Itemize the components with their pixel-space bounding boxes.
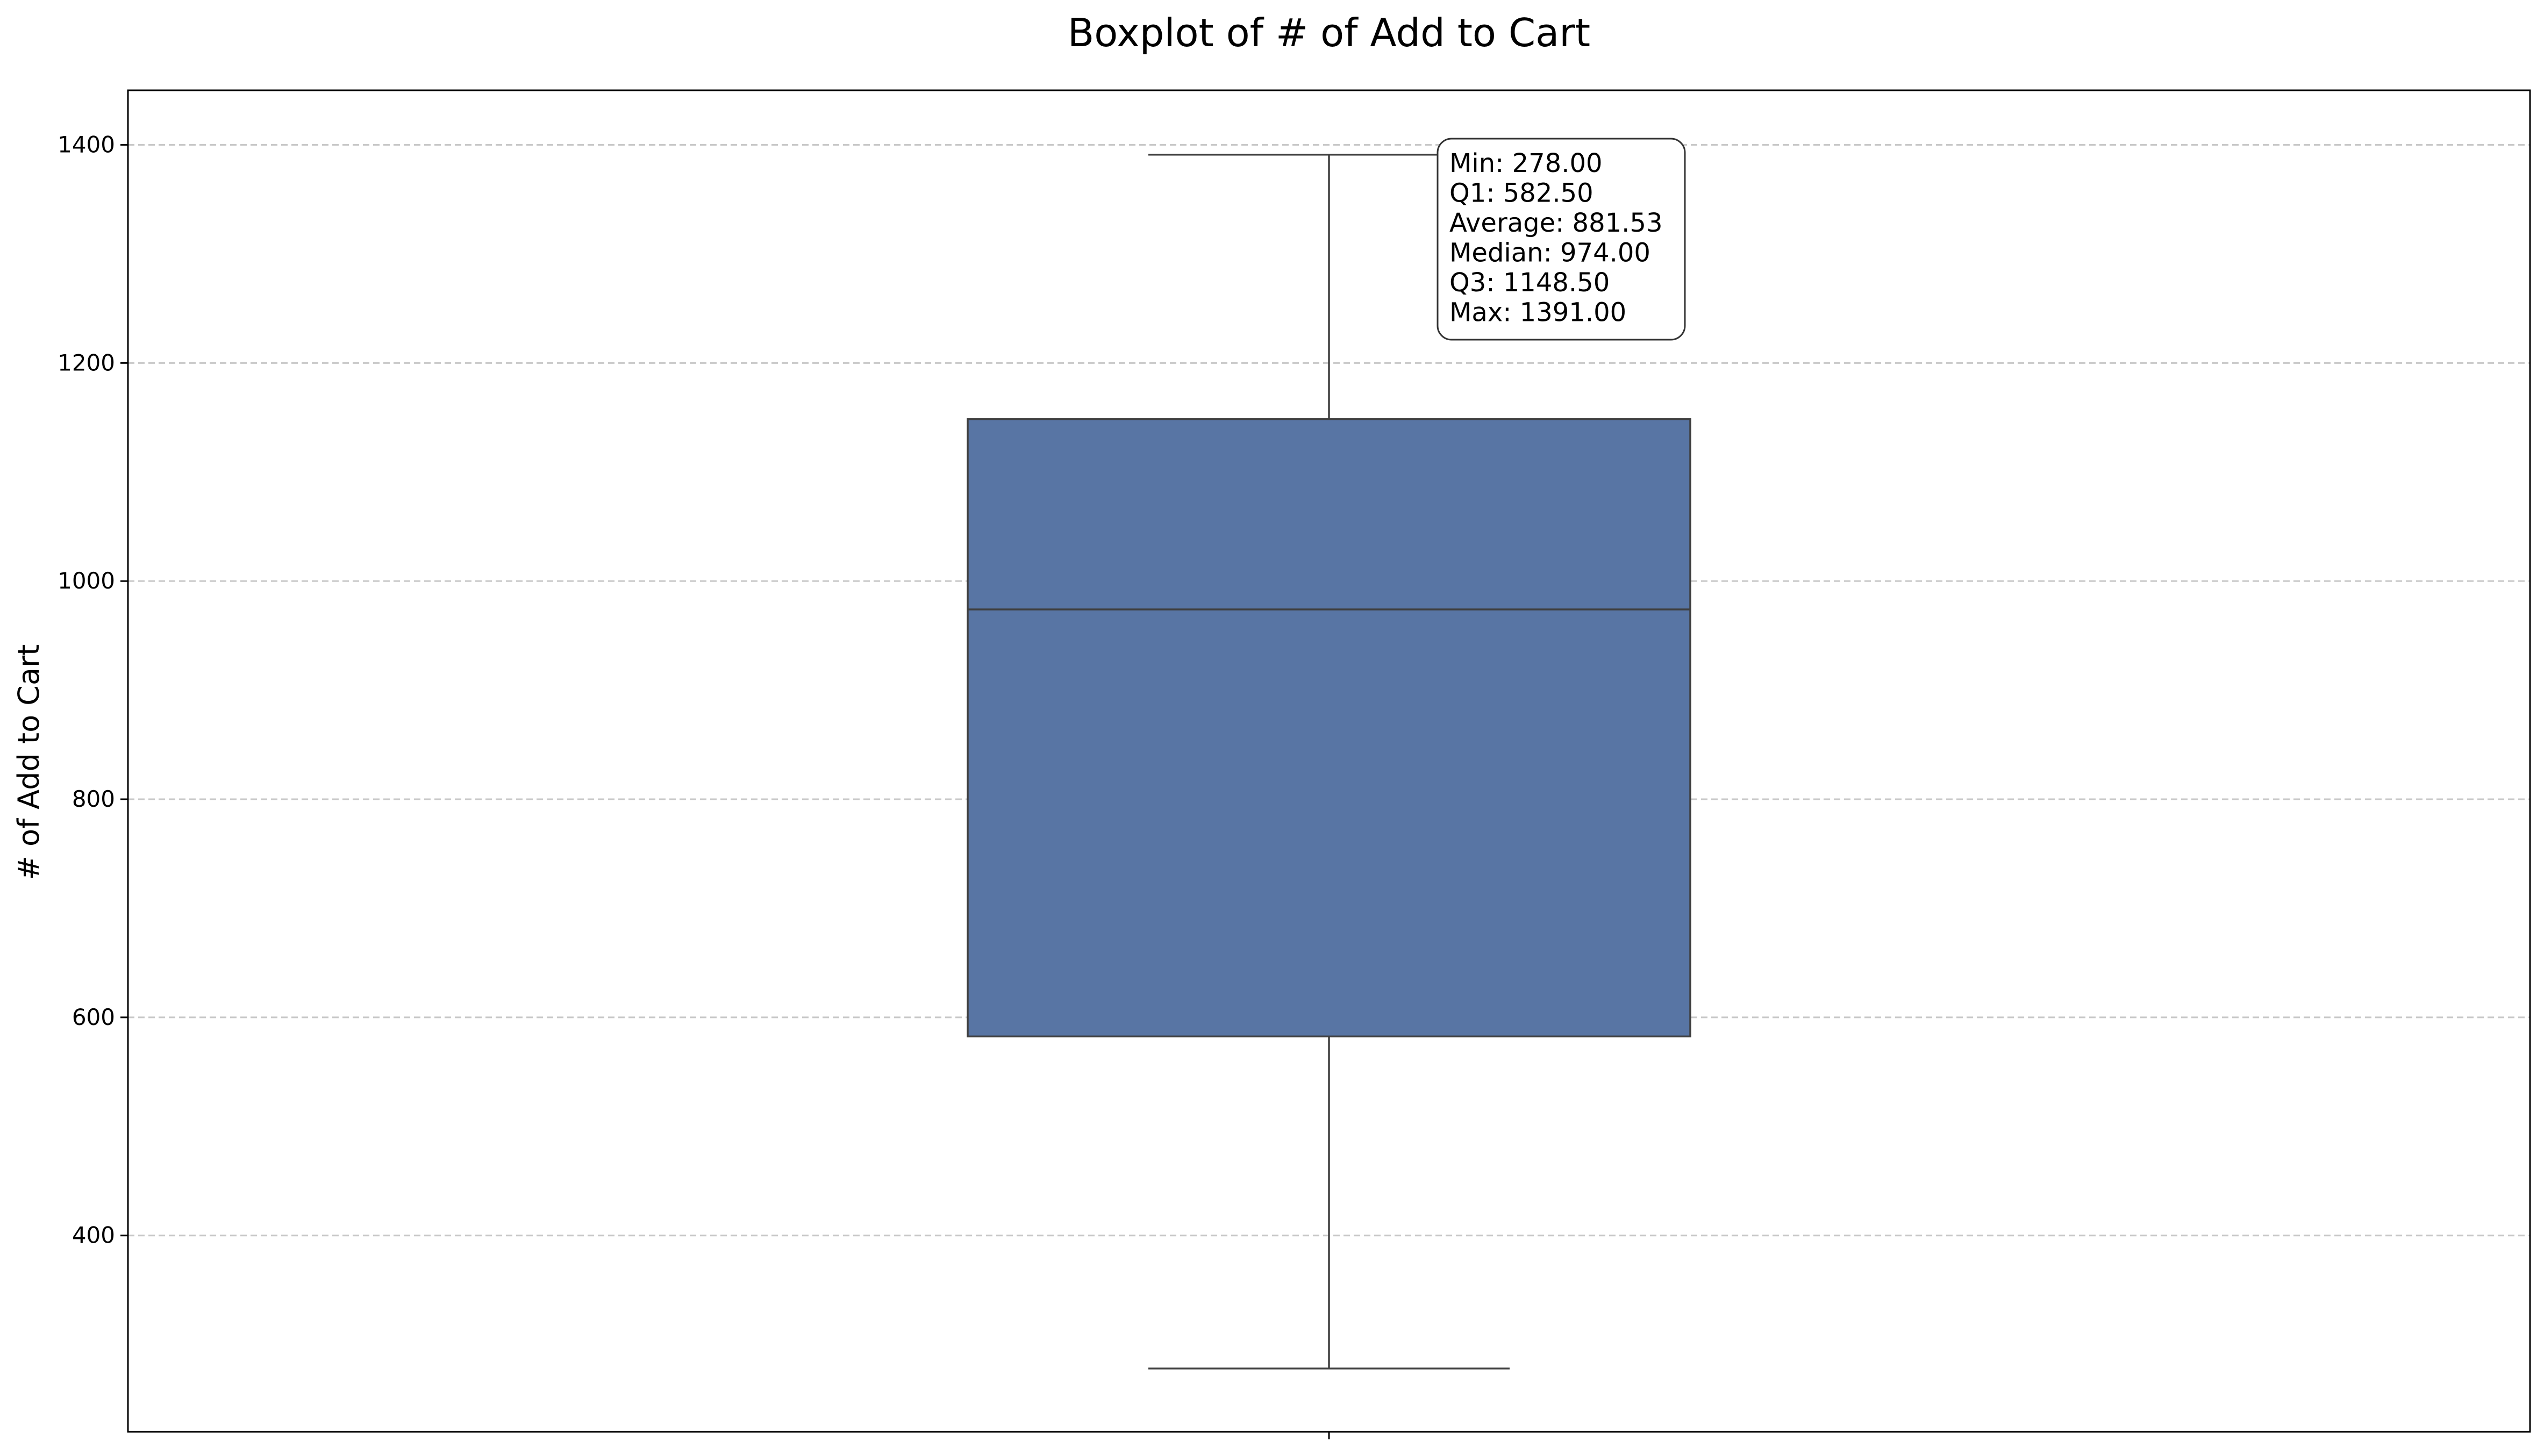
stats-line: Q3: 1148.50 <box>1449 268 1610 298</box>
stats-line: Max: 1391.00 <box>1449 298 1626 328</box>
y-tick-label: 1200 <box>58 349 115 376</box>
stats-box <box>1437 138 1686 341</box>
y-axis-label: # of Add to Cart <box>12 644 46 880</box>
axes: 400 600 800 1000 1200 1400 <box>58 89 2531 1439</box>
stats-line: Q1: 582.50 <box>1449 178 1593 209</box>
y-tick-label: 1400 <box>58 131 115 157</box>
stats-line: Min: 278.00 <box>1449 148 1603 178</box>
stats-line: Median: 974.00 <box>1449 238 1650 268</box>
y-tick-label: 800 <box>72 786 115 812</box>
y-tick-label: 600 <box>72 1004 115 1030</box>
boxplot <box>967 153 1691 1370</box>
y-tick-label: 400 <box>72 1222 115 1249</box>
chart-title: Boxplot of # of Add to Cart <box>1068 10 1590 55</box>
stats-line: Average: 881.53 <box>1449 208 1663 238</box>
iqr-box <box>967 418 1691 1038</box>
y-tick-label: 1000 <box>58 568 115 594</box>
